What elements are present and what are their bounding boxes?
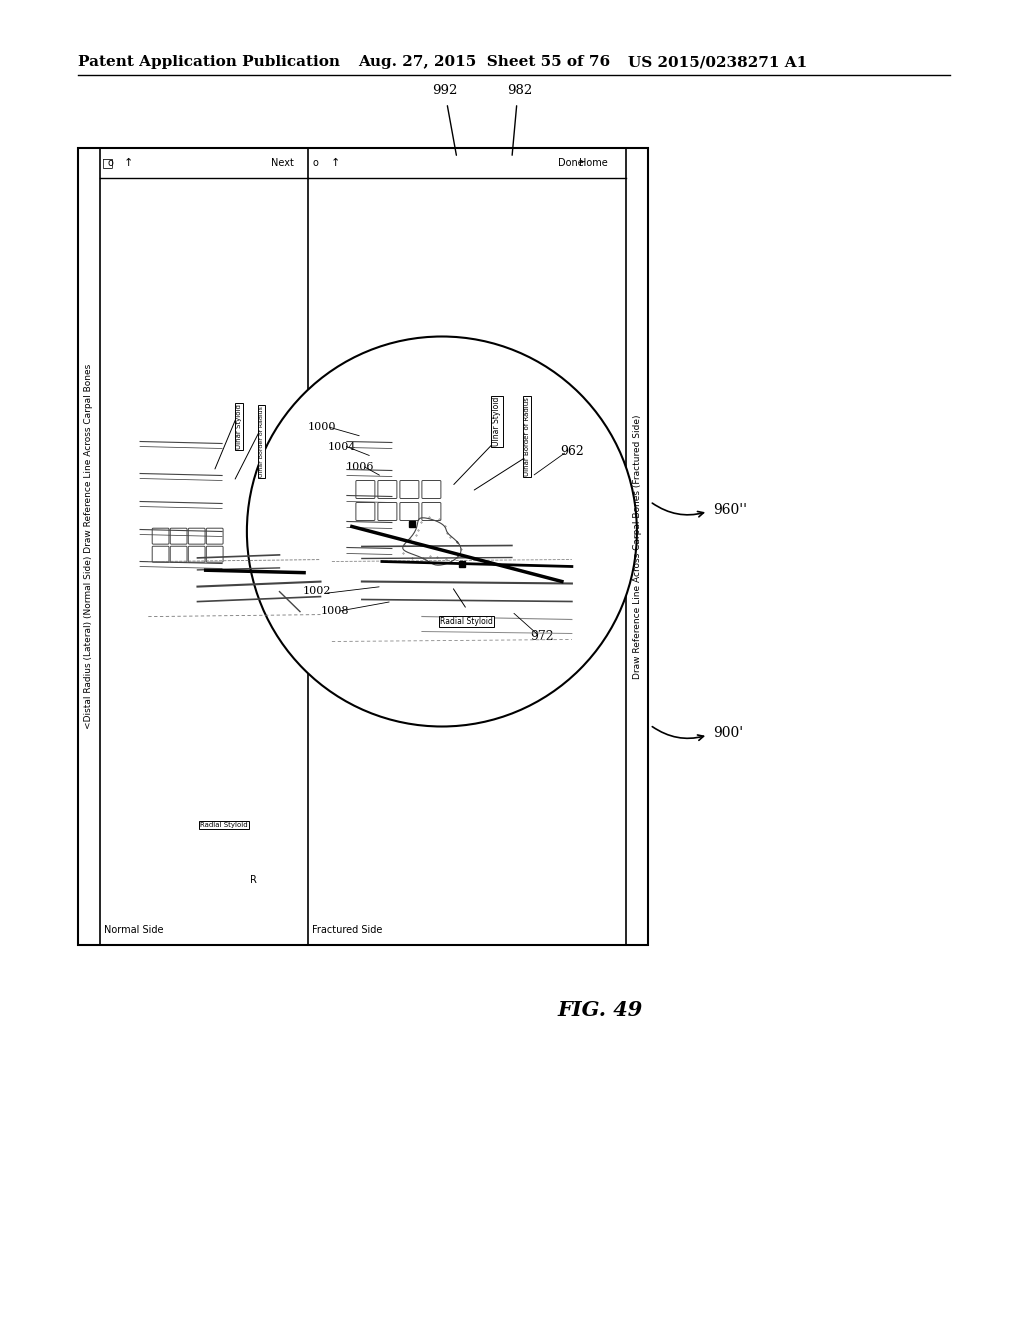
Text: 1000: 1000 [307, 421, 336, 432]
Circle shape [247, 337, 637, 726]
Text: Ulnar Styloid: Ulnar Styloid [236, 404, 242, 449]
Text: Home: Home [580, 158, 608, 168]
Text: □: □ [102, 157, 114, 169]
Text: 900': 900' [713, 726, 743, 741]
Text: 1002: 1002 [303, 586, 331, 597]
Text: FIG. 49: FIG. 49 [557, 1001, 643, 1020]
Text: Radial Styloid: Radial Styloid [200, 822, 248, 828]
Text: Ulnar Border of Radius: Ulnar Border of Radius [259, 407, 264, 477]
Text: 972: 972 [530, 630, 554, 643]
Text: 1004: 1004 [328, 441, 356, 451]
Text: Normal Side: Normal Side [104, 925, 164, 935]
Text: o: o [108, 158, 113, 168]
Text: Fractured Side: Fractured Side [311, 925, 382, 935]
Text: Radial Styloid: Radial Styloid [440, 616, 494, 626]
Text: 982: 982 [507, 83, 532, 96]
Text: 992: 992 [432, 83, 458, 96]
Text: 962: 962 [560, 445, 584, 458]
Text: 1006: 1006 [346, 462, 374, 471]
Text: Next: Next [271, 158, 294, 168]
Text: 1008: 1008 [321, 606, 349, 616]
Text: Aug. 27, 2015  Sheet 55 of 76: Aug. 27, 2015 Sheet 55 of 76 [358, 55, 610, 69]
Text: ↑: ↑ [123, 158, 133, 168]
Text: Ulnar Border of Radius: Ulnar Border of Radius [524, 397, 529, 477]
Text: 960'': 960'' [713, 503, 746, 516]
Text: R: R [251, 875, 257, 884]
Text: Draw Reference Line Across Carpal Bones (Fractured Side): Draw Reference Line Across Carpal Bones … [633, 414, 641, 678]
Text: <Distal Radius (Lateral) (Normal Side) Draw Reference Line Across Carpal Bones: <Distal Radius (Lateral) (Normal Side) D… [85, 364, 93, 729]
Text: Done: Done [558, 158, 584, 168]
Text: US 2015/0238271 A1: US 2015/0238271 A1 [628, 55, 807, 69]
Text: ↑: ↑ [331, 158, 340, 168]
Text: Ulnar Styloid: Ulnar Styloid [493, 397, 502, 446]
Text: Patent Application Publication: Patent Application Publication [78, 55, 340, 69]
Text: o: o [313, 158, 318, 168]
Bar [78, 148, 648, 945]
